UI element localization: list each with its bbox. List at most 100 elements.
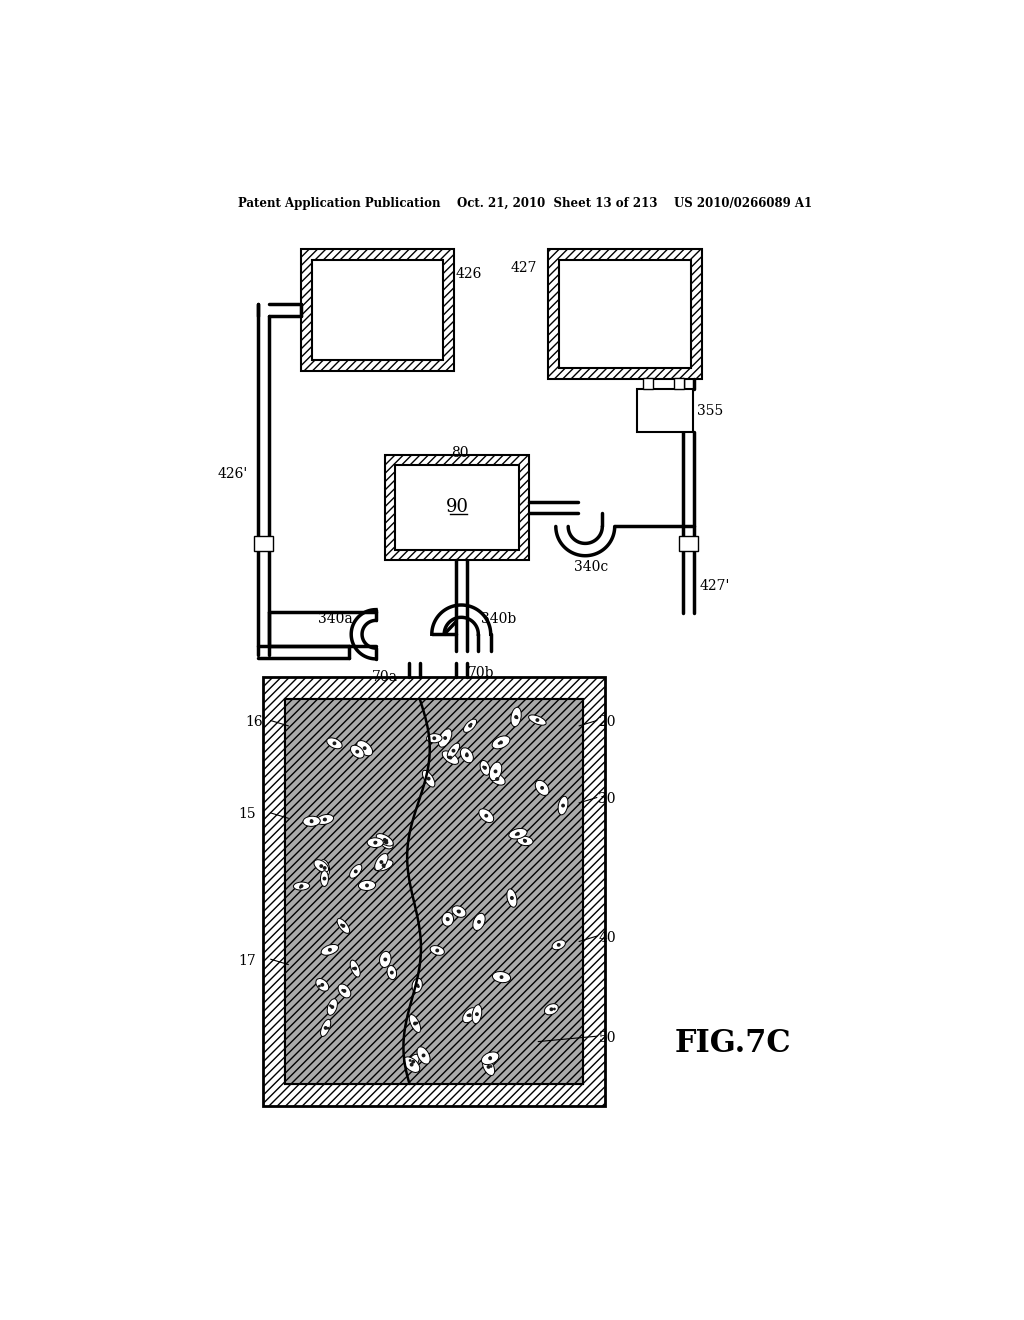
Ellipse shape bbox=[438, 729, 452, 747]
Circle shape bbox=[329, 1005, 332, 1007]
Circle shape bbox=[435, 949, 439, 953]
Bar bbox=[548, 249, 701, 379]
Circle shape bbox=[494, 770, 498, 774]
Ellipse shape bbox=[482, 1059, 495, 1076]
Ellipse shape bbox=[303, 816, 321, 826]
Circle shape bbox=[323, 866, 327, 870]
Circle shape bbox=[409, 1059, 412, 1061]
Ellipse shape bbox=[368, 838, 383, 847]
Ellipse shape bbox=[408, 1055, 419, 1069]
Circle shape bbox=[541, 785, 544, 789]
Text: 90: 90 bbox=[445, 498, 469, 516]
Circle shape bbox=[496, 777, 498, 780]
Ellipse shape bbox=[358, 880, 376, 891]
Ellipse shape bbox=[403, 1057, 420, 1072]
Ellipse shape bbox=[380, 836, 393, 849]
Circle shape bbox=[445, 917, 449, 920]
Ellipse shape bbox=[489, 774, 505, 785]
Circle shape bbox=[449, 756, 453, 759]
Text: 340c: 340c bbox=[573, 560, 608, 574]
Ellipse shape bbox=[507, 888, 517, 907]
Ellipse shape bbox=[321, 871, 329, 887]
Circle shape bbox=[510, 896, 513, 899]
Text: 355: 355 bbox=[697, 404, 723, 417]
Circle shape bbox=[536, 718, 540, 722]
Ellipse shape bbox=[374, 859, 393, 871]
Circle shape bbox=[324, 1026, 328, 1030]
Circle shape bbox=[384, 841, 386, 843]
Ellipse shape bbox=[328, 999, 338, 1015]
Ellipse shape bbox=[517, 837, 532, 846]
Text: FIG.7C: FIG.7C bbox=[674, 1028, 791, 1060]
Ellipse shape bbox=[316, 814, 334, 825]
Circle shape bbox=[514, 715, 518, 719]
Circle shape bbox=[484, 813, 488, 817]
Circle shape bbox=[340, 924, 343, 927]
Ellipse shape bbox=[463, 1007, 477, 1023]
Bar bbox=[395, 465, 519, 549]
Circle shape bbox=[457, 909, 461, 913]
Ellipse shape bbox=[472, 1005, 481, 1023]
Circle shape bbox=[300, 884, 303, 888]
Ellipse shape bbox=[536, 780, 549, 796]
Circle shape bbox=[488, 1056, 492, 1059]
Ellipse shape bbox=[464, 719, 476, 733]
Text: 426: 426 bbox=[456, 267, 482, 281]
Circle shape bbox=[499, 741, 503, 744]
Ellipse shape bbox=[545, 1003, 558, 1015]
Circle shape bbox=[496, 777, 500, 781]
Ellipse shape bbox=[461, 747, 473, 763]
Ellipse shape bbox=[315, 978, 329, 991]
Circle shape bbox=[427, 776, 431, 780]
Circle shape bbox=[550, 1007, 553, 1011]
Circle shape bbox=[561, 804, 565, 808]
Circle shape bbox=[483, 766, 487, 770]
Circle shape bbox=[383, 838, 387, 842]
Bar bbox=[285, 700, 583, 1084]
Ellipse shape bbox=[427, 734, 442, 743]
Circle shape bbox=[329, 948, 332, 950]
Circle shape bbox=[299, 886, 302, 888]
Circle shape bbox=[477, 920, 481, 924]
Bar bbox=[643, 378, 652, 389]
Circle shape bbox=[457, 909, 460, 912]
Ellipse shape bbox=[322, 944, 339, 956]
Ellipse shape bbox=[417, 1047, 430, 1064]
Circle shape bbox=[333, 742, 336, 746]
Circle shape bbox=[362, 746, 367, 750]
Ellipse shape bbox=[493, 735, 510, 748]
Ellipse shape bbox=[294, 882, 309, 890]
Circle shape bbox=[443, 737, 447, 741]
Ellipse shape bbox=[375, 854, 388, 871]
Bar bbox=[311, 260, 443, 360]
Ellipse shape bbox=[319, 859, 330, 876]
Circle shape bbox=[452, 748, 456, 752]
Text: 40: 40 bbox=[598, 931, 616, 945]
Ellipse shape bbox=[480, 760, 489, 775]
Circle shape bbox=[516, 717, 518, 719]
Ellipse shape bbox=[511, 708, 521, 727]
Circle shape bbox=[385, 840, 388, 842]
Circle shape bbox=[445, 917, 450, 921]
Circle shape bbox=[319, 865, 324, 869]
Circle shape bbox=[328, 948, 332, 952]
Ellipse shape bbox=[430, 945, 444, 956]
Circle shape bbox=[380, 861, 383, 865]
Circle shape bbox=[557, 942, 561, 946]
Circle shape bbox=[366, 883, 369, 887]
Circle shape bbox=[432, 737, 436, 741]
Circle shape bbox=[488, 1056, 493, 1060]
Circle shape bbox=[468, 723, 472, 727]
Ellipse shape bbox=[452, 906, 466, 917]
Text: 15: 15 bbox=[238, 808, 256, 821]
Ellipse shape bbox=[489, 762, 502, 780]
Bar bbox=[263, 677, 604, 1105]
Circle shape bbox=[310, 820, 312, 822]
Circle shape bbox=[341, 989, 344, 991]
Text: 340b: 340b bbox=[480, 612, 516, 626]
Ellipse shape bbox=[479, 809, 494, 822]
Ellipse shape bbox=[376, 834, 393, 846]
Ellipse shape bbox=[380, 952, 391, 968]
Ellipse shape bbox=[442, 912, 454, 927]
Bar bbox=[285, 700, 583, 1084]
